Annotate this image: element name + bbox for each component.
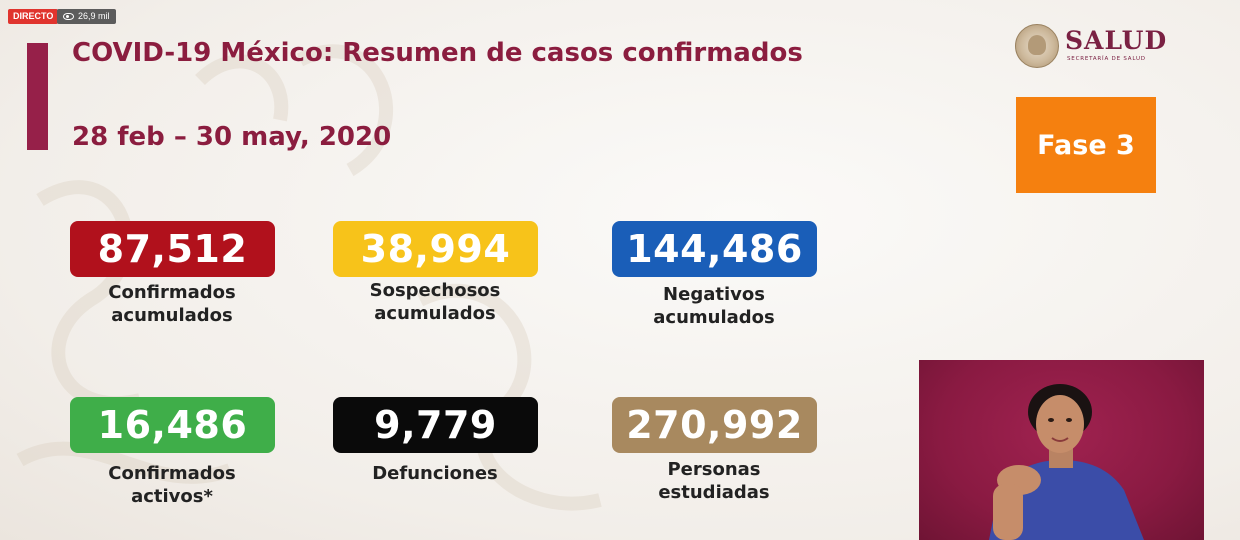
views-badge: 26,9 mil — [57, 9, 116, 24]
logo-word: SALUD — [1065, 26, 1168, 55]
views-count: 26,9 mil — [78, 11, 110, 21]
stat-value-personas: 270,992 — [612, 397, 817, 453]
sign-language-interpreter-video — [919, 360, 1204, 540]
national-seal-icon — [1015, 24, 1059, 68]
stat-value-negativos: 144,486 — [612, 221, 817, 277]
stat-label-sospechosos: Sospechosos acumulados — [369, 280, 501, 324]
logo-subtitle: SECRETARÍA DE SALUD — [1067, 56, 1146, 62]
stat-value-confirmados: 87,512 — [70, 221, 275, 277]
stat-label-defunciones: Defunciones — [372, 463, 498, 484]
stat-label-negativos: Negativos acumulados — [653, 284, 775, 328]
date-range: 28 feb – 30 may, 2020 — [72, 122, 392, 152]
stat-label-activos: Confirmados activos* — [108, 463, 236, 507]
stat-label-personas: Personas estudiadas — [658, 459, 770, 503]
eye-icon — [63, 13, 74, 20]
slide-title: COVID-19 México: Resumen de casos confir… — [72, 38, 803, 68]
stat-value-defunciones: 9,779 — [333, 397, 538, 453]
phase-badge: Fase 3 — [1016, 97, 1156, 193]
stat-value-sospechosos: 38,994 — [333, 221, 538, 277]
stat-label-confirmados: Confirmados acumulados — [108, 282, 236, 326]
stat-value-activos: 16,486 — [70, 397, 275, 453]
interpreter-figure — [989, 384, 1144, 540]
accent-bar — [27, 43, 48, 150]
live-badge: DIRECTO — [8, 9, 59, 24]
background-pattern — [16, 44, 602, 511]
salud-logo: SALUD SECRETARÍA DE SALUD — [1015, 24, 1168, 70]
